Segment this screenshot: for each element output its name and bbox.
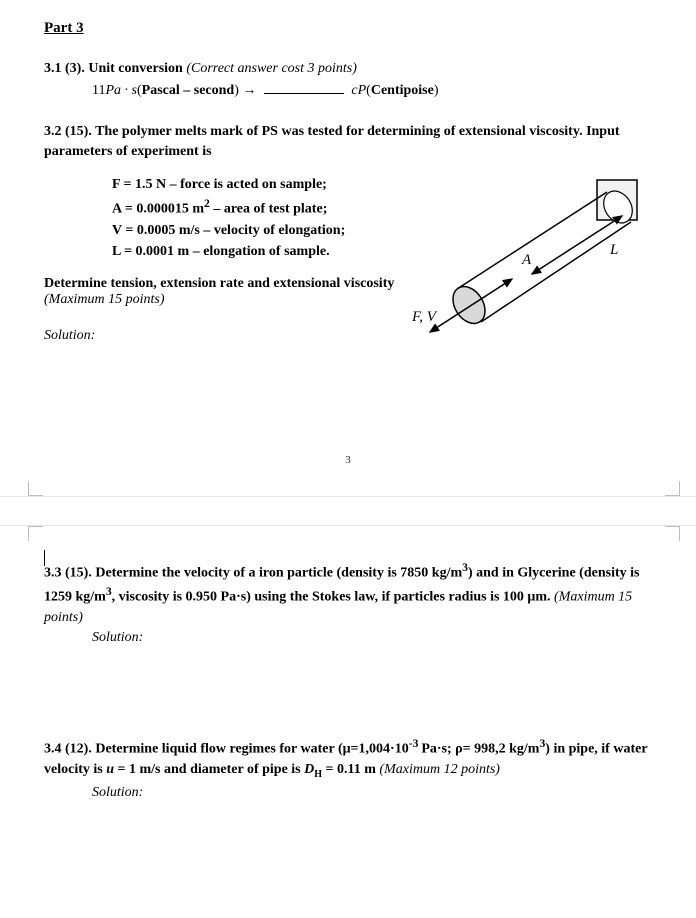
q34-t1b: Pa·s; ρ= 998,2 kg/m: [421, 742, 539, 757]
page-number: 3: [44, 454, 652, 466]
q32-line1: The polymer melts mark of PS was tested …: [44, 124, 620, 159]
q31-title: Unit conversion: [88, 61, 186, 76]
q32-p2-post: – area of test plate;: [210, 202, 328, 217]
q31-pclose: ): [434, 83, 439, 98]
q31-pascal: Pascal – second: [142, 83, 235, 98]
q32-intro: 3.2 (15). The polymer melts mark of PS w…: [44, 122, 652, 163]
q31-note: (Correct answer cost 3 points): [186, 61, 357, 76]
q34-it: (Maximum 12 points): [379, 762, 500, 777]
label-FV: F, V: [412, 309, 438, 325]
q34-t4: = 0.11 m: [322, 762, 379, 777]
q32-num: 3.2 (15).: [44, 124, 95, 139]
label-A: A: [521, 252, 532, 268]
q31-line1: 3.1 (3). Unit conversion (Correct answer…: [44, 59, 652, 79]
page2-corner-tl: [28, 526, 43, 541]
q33-t1: Determine the velocity of a iron particl…: [95, 566, 462, 581]
label-L: L: [609, 242, 618, 258]
question-3-1: 3.1 (3). Unit conversion (Correct answer…: [44, 59, 652, 102]
cylinder-diagram: A L F, V: [412, 174, 642, 344]
q31-arrow: ) →: [234, 83, 260, 98]
part-title: Part 3: [44, 20, 652, 37]
page-separator: [0, 496, 696, 526]
q32-det: Determine tension, extension rate and ex…: [44, 276, 394, 291]
q31-pre: 11: [92, 83, 105, 98]
q34-t1: Determine liquid flow regimes for water …: [95, 742, 408, 757]
q33-sol: Solution:: [44, 630, 652, 646]
q31-num: 3.1 (3).: [44, 61, 88, 76]
q31-pas: Pa · s: [105, 83, 137, 98]
q32-p3: V = 0.0005 m/s – velocity of elongation;: [44, 220, 402, 241]
q31-centi: Centipoise: [371, 83, 434, 98]
question-3-4: 3.4 (12). Determine liquid flow regimes …: [44, 736, 652, 800]
q34-body: 3.4 (12). Determine liquid flow regimes …: [44, 736, 652, 782]
q32-sol: Solution:: [44, 328, 402, 344]
q34-num: 3.4 (12).: [44, 742, 95, 757]
q34-sol: Solution:: [44, 785, 652, 801]
q32-figure: A L F, V: [402, 174, 652, 344]
q32-detit: (Maximum 15 points): [44, 292, 165, 307]
page-corner-bl: [28, 481, 43, 496]
blank-line: [264, 79, 344, 94]
q34-supn: -3: [409, 737, 422, 750]
q32-p2-pre: A = 0.000015 m: [112, 202, 204, 217]
question-3-3: 3.3 (15). Determine the velocity of a ir…: [44, 560, 652, 646]
cursor-row: [44, 550, 652, 556]
q33-num: 3.3 (15).: [44, 566, 95, 581]
q31-cp: cP: [351, 83, 366, 98]
page2-corner-tr: [665, 526, 680, 541]
q34-di: D: [304, 762, 314, 777]
page-1: Part 3 3.1 (3). Unit conversion (Correct…: [0, 0, 696, 496]
q32-p1: F = 1.5 N – force is acted on sample;: [44, 174, 402, 195]
page-corner-br: [665, 481, 680, 496]
q34-dsub: H: [314, 769, 322, 780]
q32-p2: A = 0.000015 m2 – area of test plate;: [44, 195, 402, 220]
q33-body: 3.3 (15). Determine the velocity of a ir…: [44, 560, 652, 628]
q34-t3: = 1 m/s and diameter of pipe is: [114, 762, 304, 777]
q32-params: F = 1.5 N – force is acted on sample; A …: [44, 174, 402, 344]
q32-p4: L = 0.0001 m – elongation of sample.: [44, 241, 402, 262]
q32-determine: Determine tension, extension rate and ex…: [44, 276, 402, 308]
q32-row: F = 1.5 N – force is acted on sample; A …: [44, 174, 652, 344]
q34-ui: u: [106, 762, 114, 777]
question-3-2: 3.2 (15). The polymer melts mark of PS w…: [44, 122, 652, 345]
q31-line2: 11Pa · s(Pascal – second) → cP(Centipois…: [44, 79, 652, 101]
page-2: 3.3 (15). Determine the velocity of a ir…: [0, 526, 696, 850]
q33-t3: , viscosity is 0.950 Pa·s) using the Sto…: [112, 590, 554, 605]
